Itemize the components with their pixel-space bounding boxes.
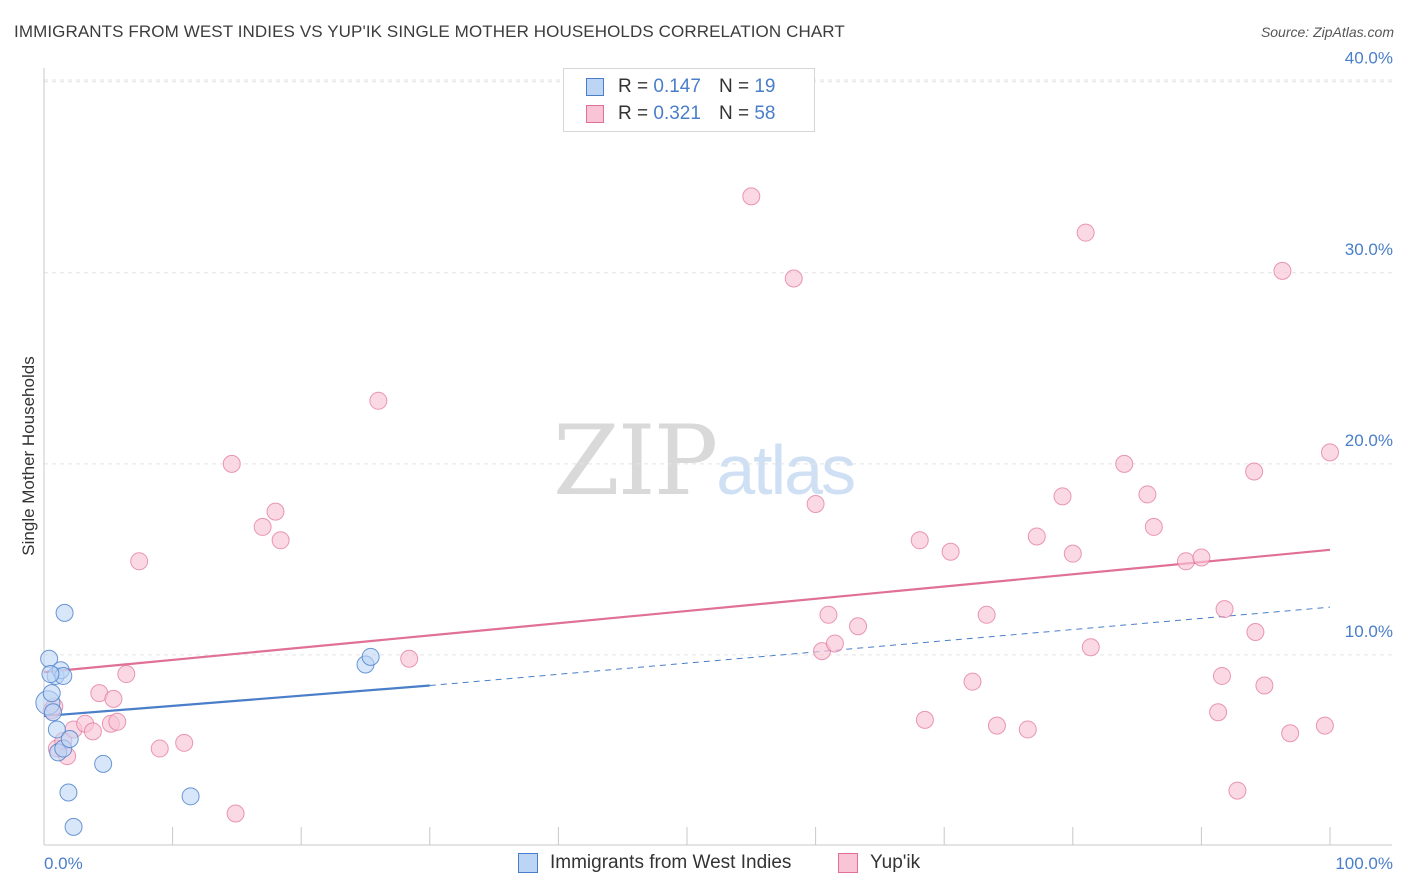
- point-yupik: [825, 634, 844, 653]
- watermark-zip: ZIP: [553, 405, 718, 517]
- chart-title: IMMIGRANTS FROM WEST INDIES VS YUP'IK SI…: [14, 22, 845, 41]
- point-yupik: [1076, 223, 1095, 242]
- legend-item-west-indies[interactable]: Immigrants from West Indies: [518, 852, 791, 874]
- point-yupik: [1315, 716, 1334, 735]
- tick-labels: 10.0% 20.0% 30.0% 40.0% 0.0% 100.0%: [44, 49, 1393, 873]
- point-west-indies: [361, 647, 380, 666]
- x-tick-label: 0.0%: [44, 854, 83, 873]
- point-yupik: [1209, 703, 1228, 722]
- point-yupik: [1228, 781, 1247, 800]
- legend-label: Yup'ik: [870, 852, 921, 873]
- point-yupik: [253, 517, 272, 536]
- point-yupik: [1176, 552, 1195, 571]
- point-west-indies: [41, 665, 60, 684]
- point-yupik: [369, 391, 388, 410]
- point-yupik: [819, 605, 838, 624]
- point-yupik: [117, 665, 136, 684]
- point-yupik: [1273, 261, 1292, 280]
- point-yupik: [222, 454, 241, 473]
- point-yupik: [1027, 527, 1046, 546]
- point-yupik: [1281, 724, 1300, 743]
- point-yupik: [1115, 454, 1134, 473]
- watermark-atlas: atlas: [716, 431, 856, 509]
- point-yupik: [1144, 517, 1163, 536]
- point-west-indies: [94, 754, 113, 773]
- point-yupik: [1321, 443, 1339, 462]
- legend-item-yupik[interactable]: Yup'ik: [838, 852, 920, 874]
- y-tick-label: 30.0%: [1345, 240, 1393, 259]
- point-yupik: [1063, 544, 1082, 563]
- legend-n-label: N =: [718, 103, 750, 124]
- point-yupik: [400, 649, 419, 668]
- point-yupik: [784, 269, 803, 288]
- point-yupik: [266, 502, 285, 521]
- point-yupik: [742, 187, 761, 206]
- point-yupik: [849, 617, 868, 636]
- stats-legend: R = 0.147 N = 19 R = 0.321 N = 58: [563, 68, 815, 132]
- point-yupik: [1192, 548, 1211, 567]
- legend-swatch-pink: [838, 853, 858, 873]
- point-west-indies: [55, 603, 74, 622]
- point-yupik: [104, 689, 123, 708]
- legend-row-west-indies: R = 0.147 N = 19: [586, 76, 775, 98]
- axes: [43, 68, 1392, 846]
- point-yupik: [175, 733, 194, 752]
- point-west-indies: [42, 684, 61, 703]
- x-tick-label: 100.0%: [1335, 854, 1393, 873]
- legend-r-value: 0.147: [653, 76, 701, 97]
- point-yupik: [130, 552, 149, 571]
- legend-label: Immigrants from West Indies: [550, 852, 792, 873]
- point-west-indies: [47, 720, 66, 739]
- legend-swatch-blue: [586, 78, 604, 96]
- legend-n-label: N =: [718, 76, 750, 97]
- point-yupik: [941, 542, 960, 561]
- point-yupik: [915, 710, 934, 729]
- source-label: Source: ZipAtlas.com: [1260, 24, 1394, 40]
- point-west-indies: [60, 730, 79, 748]
- point-west-indies: [59, 783, 78, 802]
- trend-line-yupik: [43, 548, 1331, 674]
- data-points: [35, 187, 1339, 836]
- legend-swatch-pink: [586, 105, 604, 123]
- point-yupik: [1138, 485, 1157, 504]
- point-yupik: [83, 722, 102, 741]
- point-yupik: [108, 712, 127, 731]
- legend-r-label: R =: [618, 76, 649, 97]
- legend-row-yupik: R = 0.321 N = 58: [586, 103, 775, 125]
- point-yupik: [963, 672, 982, 691]
- point-yupik: [226, 804, 245, 823]
- point-yupik: [1081, 638, 1100, 657]
- legend-n-value: 19: [754, 76, 776, 97]
- y-tick-label: 10.0%: [1345, 622, 1393, 641]
- legend-r-value: 0.321: [653, 103, 701, 124]
- point-west-indies: [44, 703, 63, 722]
- watermark: ZIPatlas: [553, 405, 856, 517]
- point-yupik: [987, 716, 1006, 735]
- point-yupik: [1018, 720, 1037, 739]
- point-yupik: [1212, 666, 1231, 685]
- point-west-indies: [64, 817, 83, 836]
- point-yupik: [1255, 676, 1274, 695]
- trend-line-west-indies: [43, 684, 430, 718]
- point-yupik: [1053, 487, 1072, 506]
- point-yupik: [910, 531, 929, 550]
- legend-swatch-blue: [518, 853, 538, 873]
- point-yupik: [150, 739, 169, 758]
- point-yupik: [1245, 462, 1264, 481]
- point-yupik: [1215, 600, 1234, 619]
- point-west-indies: [181, 787, 200, 806]
- point-yupik: [271, 531, 290, 550]
- y-axis-title: Single Mother Households: [19, 356, 38, 555]
- point-yupik: [806, 494, 825, 513]
- point-yupik: [1246, 623, 1265, 641]
- trend-line-west-indies-extension: [429, 606, 1331, 686]
- y-tick-label: 20.0%: [1345, 431, 1393, 450]
- y-tick-label: 40.0%: [1345, 49, 1393, 68]
- legend-n-value: 58: [754, 103, 776, 124]
- point-yupik: [977, 605, 996, 624]
- trend-lines: [43, 548, 1331, 718]
- legend-r-label: R =: [618, 103, 649, 124]
- series-legend: Immigrants from West Indies Yup'ik: [0, 852, 1406, 876]
